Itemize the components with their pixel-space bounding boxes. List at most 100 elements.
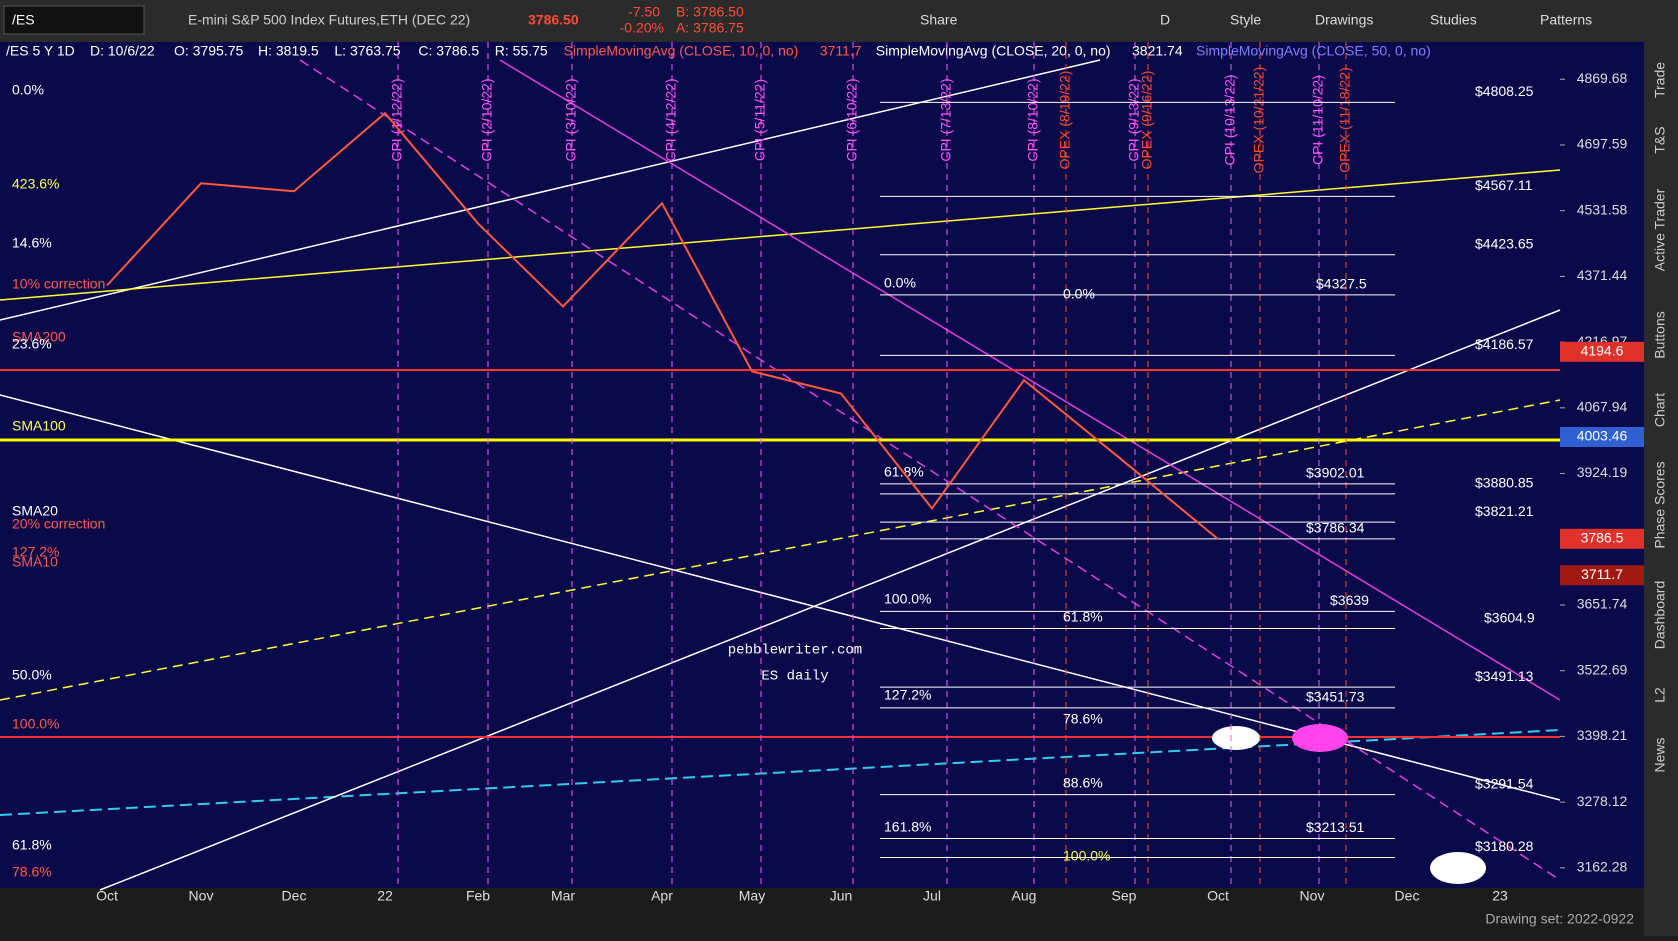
x-tick-label: May bbox=[739, 888, 765, 904]
level-label: $3291.54 bbox=[1475, 775, 1534, 791]
side-tab[interactable]: L2 bbox=[1652, 687, 1668, 703]
x-tick-label: Sep bbox=[1112, 888, 1137, 904]
event-label: CPI (11/10/22) bbox=[1310, 75, 1326, 165]
level-label: $3451.73 bbox=[1306, 689, 1365, 705]
left-label: 61.8% bbox=[12, 837, 52, 853]
symbol-box[interactable] bbox=[3, 5, 145, 35]
price-badge bbox=[1560, 528, 1644, 549]
toolbar-button[interactable]: Drawings bbox=[1315, 12, 1373, 28]
price-badge bbox=[1560, 427, 1644, 448]
x-tick-label: Apr bbox=[651, 888, 673, 904]
left-label: 14.6% bbox=[12, 235, 52, 251]
level-label: $3786.34 bbox=[1306, 520, 1365, 536]
study-label: SimpleMovingAvg (CLOSE, 20, 0, no) bbox=[876, 43, 1111, 59]
level-label: $4423.65 bbox=[1475, 235, 1534, 251]
side-tab[interactable]: Phase Scores bbox=[1652, 461, 1668, 548]
event-label: OPEX (9/16/22) bbox=[1139, 71, 1155, 170]
level-label: $4186.57 bbox=[1475, 336, 1534, 352]
event-label: CPI (8/10/22) bbox=[1025, 78, 1041, 161]
x-tick-label: Oct bbox=[96, 888, 118, 904]
level-label: $3180.28 bbox=[1475, 838, 1534, 854]
left-label: 10% correction bbox=[12, 276, 105, 292]
study-label: SimpleMovingAvg (CLOSE, 50, 0, no) bbox=[1196, 43, 1431, 59]
y-tick-label: 3924.19 bbox=[1577, 464, 1628, 480]
x-tick-label: Oct bbox=[1207, 888, 1229, 904]
trendline bbox=[499, 59, 1561, 701]
marker bbox=[1212, 726, 1260, 750]
price-badge-label: 3711.7 bbox=[1581, 566, 1623, 582]
side-bar bbox=[1644, 42, 1678, 936]
side-tab[interactable]: Buttons bbox=[1652, 311, 1668, 358]
level-label: $4808.25 bbox=[1475, 83, 1534, 99]
event-label: CPI (6/10/22) bbox=[844, 78, 860, 161]
symbol[interactable]: /ES bbox=[12, 12, 35, 28]
event-label: CPI (10/13/22) bbox=[1222, 74, 1238, 165]
ask: A: 3786.75 bbox=[676, 20, 744, 36]
y-tick-label: 4067.94 bbox=[1577, 399, 1628, 415]
bid: B: 3786.50 bbox=[676, 4, 744, 20]
trendline bbox=[99, 309, 1561, 891]
bottom-bar bbox=[0, 888, 1644, 936]
left-label: SMA20 bbox=[12, 503, 58, 519]
side-tab[interactable]: News bbox=[1652, 737, 1668, 772]
x-tick-label: Jul bbox=[923, 888, 941, 904]
level-label: $3491.13 bbox=[1475, 668, 1534, 684]
y-tick-label: 4869.68 bbox=[1577, 70, 1628, 86]
fib-label: 100.0% bbox=[1063, 848, 1110, 864]
left-label: 0.0% bbox=[12, 82, 44, 98]
level-label: $3880.85 bbox=[1475, 475, 1534, 491]
study-value: 3821.74 bbox=[1132, 43, 1183, 59]
x-tick-label: Jun bbox=[830, 888, 853, 904]
side-tab[interactable]: Chart bbox=[1652, 393, 1668, 427]
toolbar-button[interactable]: Share bbox=[920, 12, 958, 28]
trendline bbox=[0, 399, 1561, 701]
fib-label: 161.8% bbox=[884, 819, 931, 835]
info-item: L: 3763.75 bbox=[334, 43, 400, 59]
level-label: $3213.51 bbox=[1306, 819, 1365, 835]
event-label: CPI (9/13/22) bbox=[1126, 78, 1142, 161]
y-tick-label: 4371.44 bbox=[1577, 267, 1628, 283]
fib-label: 0.0% bbox=[1063, 286, 1095, 302]
x-tick-label: Dec bbox=[282, 888, 307, 904]
side-tab[interactable]: T&S bbox=[1652, 126, 1668, 153]
toolbar-button[interactable]: Studies bbox=[1430, 12, 1477, 28]
marker bbox=[1292, 724, 1348, 752]
toolbar bbox=[0, 0, 1678, 42]
drawing-set: Drawing set: 2022-0922 bbox=[1485, 911, 1634, 927]
fib-label: 78.6% bbox=[1063, 711, 1103, 727]
price-line bbox=[106, 111, 1219, 540]
toolbar-button[interactable]: Style bbox=[1230, 12, 1261, 28]
left-label: SMA100 bbox=[12, 418, 66, 434]
watermark: pebblewriter.com bbox=[728, 643, 862, 659]
event-label: CPI (7/13/22) bbox=[938, 78, 954, 161]
watermark: ES daily bbox=[761, 669, 828, 685]
study-label: SimpleMovingAvg (CLOSE, 10, 0, no) bbox=[564, 43, 799, 59]
left-label: 423.6% bbox=[12, 176, 59, 192]
fib-label: 61.8% bbox=[1063, 609, 1103, 625]
event-label: CPI (2/10/22) bbox=[479, 78, 495, 161]
event-label: OPEX (10/21/22) bbox=[1251, 67, 1267, 174]
info-item: H: 3819.5 bbox=[258, 43, 319, 59]
left-label: 20% correction bbox=[12, 516, 105, 532]
trendline bbox=[0, 169, 1561, 301]
description: E-mini S&P 500 Index Futures,ETH (DEC 22… bbox=[188, 12, 470, 28]
price-badge bbox=[1560, 565, 1644, 586]
toolbar-button[interactable]: Patterns bbox=[1540, 12, 1592, 28]
side-tab[interactable]: Dashboard bbox=[1652, 581, 1668, 650]
event-label: CPI (3/10/22) bbox=[563, 78, 579, 161]
price-badge-label: 4194.6 bbox=[1581, 343, 1624, 359]
x-tick-label: Aug bbox=[1012, 888, 1037, 904]
change: -7.50 bbox=[628, 4, 660, 20]
level-label: $4327.5 bbox=[1316, 276, 1367, 292]
side-tab[interactable]: Active Trader bbox=[1652, 188, 1668, 271]
level-label: $3902.01 bbox=[1306, 465, 1365, 481]
toolbar-button[interactable]: D bbox=[1160, 12, 1170, 28]
y-tick-label: 4697.59 bbox=[1577, 136, 1628, 152]
marker bbox=[1430, 852, 1486, 884]
info-item: D: 10/6/22 bbox=[90, 43, 155, 59]
fib-label: 0.0% bbox=[884, 275, 916, 291]
last-price: 3786.50 bbox=[528, 12, 579, 28]
side-tab[interactable]: Trade bbox=[1652, 62, 1668, 98]
x-tick-label: Dec bbox=[1395, 888, 1420, 904]
